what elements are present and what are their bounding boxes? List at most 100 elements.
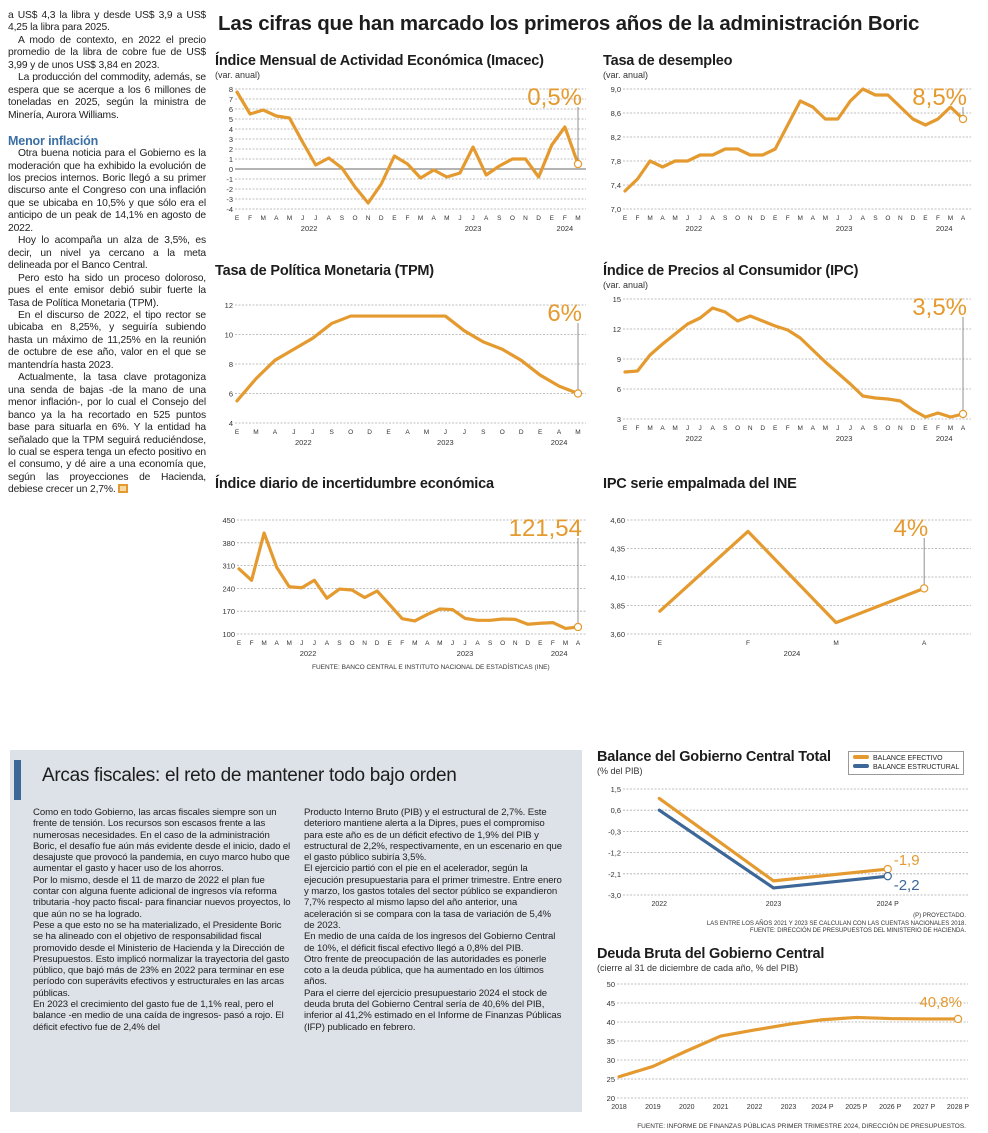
chart-subtitle: (cierre al 31 de diciembre de cada año, … bbox=[597, 963, 799, 973]
x-tick-label: D bbox=[911, 425, 916, 432]
x-tick-label: J bbox=[836, 425, 839, 432]
x-tick-label: J bbox=[849, 425, 852, 432]
x-tick-label: E bbox=[623, 215, 628, 222]
x-tick-label: A bbox=[660, 215, 665, 222]
x-tick-label: S bbox=[337, 640, 342, 647]
x-tick-label: N bbox=[898, 425, 903, 432]
x-tick-label: A bbox=[432, 215, 437, 222]
x-tick-label: J bbox=[836, 215, 839, 222]
x-tick-label: M bbox=[253, 429, 258, 436]
y-tick-label: 380 bbox=[222, 539, 235, 548]
x-tick-label: A bbox=[327, 215, 332, 222]
chart-subtitle bbox=[215, 493, 590, 504]
y-tick-label: 3 bbox=[229, 135, 233, 144]
x-tick-label: M bbox=[261, 640, 266, 647]
last-point-marker bbox=[883, 864, 892, 874]
x-tick-label: S bbox=[330, 429, 335, 436]
x-tick-label: F bbox=[636, 215, 640, 222]
paragraph-text: Actualmente, la tasa clave protagoniza u… bbox=[8, 372, 206, 496]
x-tick-label: J bbox=[314, 215, 317, 222]
annotation-value: 0,5% bbox=[527, 84, 582, 111]
fiscal-col-1: Como en todo Gobierno, las arcas fiscale… bbox=[33, 807, 291, 1033]
x-tick-label: 2023 bbox=[766, 901, 782, 908]
x-tick-label: D bbox=[760, 215, 765, 222]
x-tick-label: A bbox=[922, 640, 927, 647]
y-tick-label: -3,0 bbox=[608, 891, 621, 900]
x-tick-label: J bbox=[301, 215, 304, 222]
x-tick-label: D bbox=[367, 429, 372, 436]
x-tick-label: E bbox=[235, 429, 240, 436]
x-tick-label: A bbox=[961, 425, 966, 432]
series-line bbox=[617, 1015, 960, 1079]
series-line bbox=[237, 531, 580, 631]
x-tick-label: M bbox=[424, 429, 429, 436]
x-tick-label: 2019 bbox=[645, 1104, 661, 1111]
x-tick-label: N bbox=[748, 215, 753, 222]
x-tick-label: F bbox=[563, 215, 567, 222]
chart-title: Tasa de desempleo bbox=[603, 53, 733, 69]
year-label: 2022 bbox=[300, 649, 317, 658]
x-tick-label: J bbox=[471, 215, 474, 222]
x-tick-label: A bbox=[475, 640, 480, 647]
x-tick-label: S bbox=[481, 429, 486, 436]
x-tick-label: M bbox=[948, 425, 953, 432]
x-tick-label: F bbox=[636, 425, 640, 432]
y-tick-label: 8,2 bbox=[611, 133, 621, 142]
y-tick-label: 30 bbox=[607, 1056, 615, 1065]
x-tick-label: N bbox=[523, 215, 528, 222]
x-tick-label: D bbox=[525, 640, 530, 647]
y-tick-label: 240 bbox=[222, 584, 235, 593]
paragraph: En el discurso de 2022, el tipo rector s… bbox=[8, 309, 206, 371]
x-tick-label: M bbox=[418, 215, 423, 222]
y-tick-label: 7,8 bbox=[611, 157, 621, 166]
y-tick-label: 4,10 bbox=[610, 573, 625, 582]
section-title: Arcas fiscales: el reto de mantener todo… bbox=[42, 765, 457, 786]
x-tick-label: F bbox=[551, 640, 555, 647]
x-tick-label: A bbox=[861, 425, 866, 432]
y-tick-label: 4 bbox=[229, 419, 233, 428]
x-tick-label: S bbox=[723, 215, 728, 222]
chart-balance: Balance del Gobierno Central Total (% del… bbox=[597, 748, 972, 911]
end-mark-icon bbox=[117, 484, 128, 494]
last-point-marker bbox=[883, 871, 892, 881]
x-tick-label: J bbox=[292, 429, 295, 436]
x-tick-label: A bbox=[961, 215, 966, 222]
x-tick-label: A bbox=[484, 215, 489, 222]
x-tick-label: M bbox=[412, 640, 417, 647]
x-tick-label: A bbox=[710, 425, 715, 432]
x-tick-label: S bbox=[497, 215, 502, 222]
y-tick-label: 4,35 bbox=[610, 545, 625, 554]
x-tick-label: M bbox=[287, 215, 292, 222]
year-label: 2022 bbox=[686, 224, 703, 233]
y-tick-label: 10 bbox=[225, 331, 233, 340]
series-line bbox=[623, 306, 965, 419]
x-tick-label: J bbox=[463, 640, 466, 647]
annotation-value: 3,5% bbox=[912, 294, 967, 321]
x-tick-label: 2026 P bbox=[879, 1104, 902, 1111]
chart-title: Deuda Bruta del Gobierno Central bbox=[597, 946, 825, 962]
chart-svg: 1,5 0,6 -0,3 -1,2 -2,1 -3,0 2022 2023 2024 P -1,9… bbox=[608, 785, 968, 908]
x-tick-label: J bbox=[849, 215, 852, 222]
x-tick-label: O bbox=[735, 215, 740, 222]
y-tick-label: 170 bbox=[222, 607, 235, 616]
x-tick-label: A bbox=[811, 215, 816, 222]
chart-title: Índice diario de incertidumbre económica bbox=[215, 476, 494, 492]
x-tick-label: M bbox=[444, 215, 449, 222]
chart-subtitle: (% del PIB) bbox=[597, 766, 643, 776]
y-tick-label: 15 bbox=[613, 295, 621, 304]
series-line bbox=[623, 87, 965, 193]
y-tick-label: 4,60 bbox=[610, 516, 625, 525]
y-tick-label: 2 bbox=[229, 145, 233, 154]
x-tick-label: O bbox=[510, 215, 515, 222]
y-tick-label: 6 bbox=[229, 390, 233, 399]
annotation-value: 121,54 bbox=[509, 515, 582, 542]
x-tick-label: D bbox=[379, 215, 384, 222]
x-tick-label: E bbox=[386, 429, 391, 436]
y-tick-label: 12 bbox=[613, 325, 621, 334]
year-label: 2023 bbox=[465, 224, 482, 233]
last-point-marker bbox=[953, 1014, 963, 1024]
series-end-label: -1,9 bbox=[894, 852, 920, 869]
x-tick-label: O bbox=[349, 640, 354, 647]
